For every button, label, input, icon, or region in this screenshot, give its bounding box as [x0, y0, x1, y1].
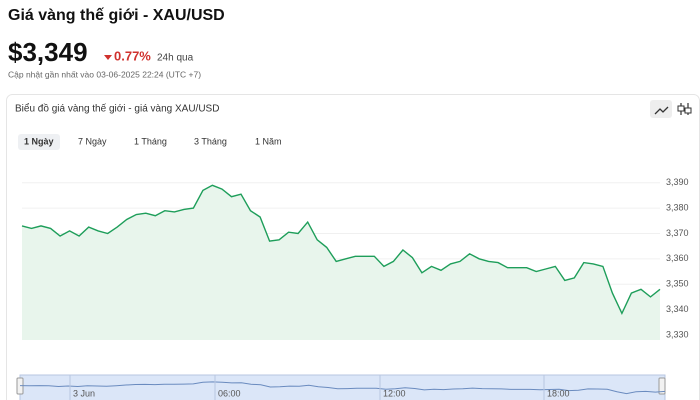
- area-fill: [22, 185, 660, 340]
- line-icon-glyph: [654, 106, 669, 115]
- period: 24h qua: [157, 53, 194, 64]
- navigator-label: 3 Jun: [73, 388, 95, 398]
- y-tick-label: 3,360: [666, 253, 689, 263]
- y-tick-label: 3,350: [666, 279, 689, 289]
- navigator-handle[interactable]: [658, 377, 666, 395]
- change: 0.77%: [114, 48, 151, 63]
- navigator-label: 18:00: [547, 388, 570, 398]
- page-title: Giá vàng thế giới - XAU/USD: [8, 7, 225, 24]
- candle-body: [684, 107, 692, 114]
- card-title: Biểu đồ giá vàng thế giới - giá vàng XAU…: [15, 103, 219, 115]
- y-tick-label: 3,340: [666, 304, 689, 314]
- candle-body: [677, 105, 685, 112]
- price: $3,349: [8, 37, 88, 67]
- y-tick-label: 3,370: [666, 228, 689, 238]
- down-arrow: [104, 55, 112, 60]
- updated: Cập nhật gần nhất vào 03-06-2025 22:24 (…: [8, 69, 201, 79]
- range-tab[interactable]: 1 Năm: [255, 136, 282, 146]
- range-tab[interactable]: 7 Ngày: [78, 136, 107, 146]
- range-tab[interactable]: 1 Ngày: [24, 136, 54, 146]
- navigator-line: [19, 381, 666, 395]
- line-icon[interactable]: [650, 100, 672, 118]
- range-tab[interactable]: 3 Tháng: [194, 136, 227, 146]
- range-tab[interactable]: 1 Tháng: [134, 136, 167, 146]
- y-tick-label: 3,330: [666, 329, 689, 339]
- y-tick-label: 3,380: [666, 202, 689, 212]
- navigator-label: 06:00: [218, 388, 241, 398]
- price-line: [21, 184, 661, 316]
- y-tick-label: 3,390: [666, 177, 689, 187]
- active-tab-bg: [18, 134, 60, 150]
- navigator-label: 12:00: [383, 388, 406, 398]
